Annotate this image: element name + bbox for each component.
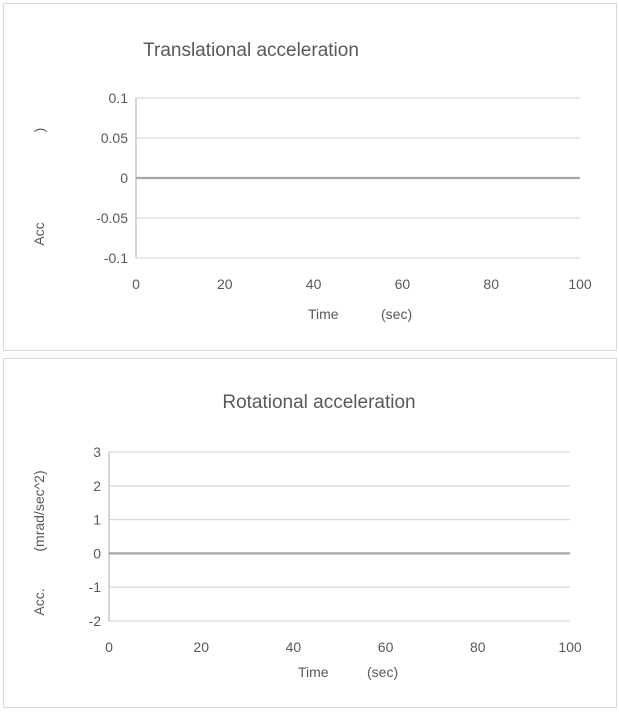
y-tick-label: 3	[93, 444, 101, 460]
y-tick-label: -1	[89, 579, 102, 595]
x-tick-label: 80	[470, 639, 486, 655]
x-tick-label: 60	[395, 276, 411, 292]
x-tick-label: 40	[286, 639, 302, 655]
y-tick-label: 0	[93, 545, 101, 561]
y-tick-label: -0.05	[96, 210, 128, 226]
y-tick-label: -2	[89, 613, 102, 629]
y-tick-labels: 0.1 0.05 0 -0.05 -0.1	[96, 90, 128, 266]
chart-translational-svg: Translational acceleration 0.1 0.05 0 -0.05…	[31, 40, 592, 322]
y-axis-label-unit: )	[31, 128, 47, 133]
chart-translational-acceleration: Translational acceleration 0.1 0.05 0 -0.05…	[3, 3, 617, 351]
x-tick-label: 20	[217, 276, 233, 292]
y-tick-label: 0.05	[101, 130, 128, 146]
chart-title: Translational acceleration	[143, 40, 359, 61]
y-tick-label: 2	[93, 478, 101, 494]
gridlines	[108, 451, 570, 622]
x-tick-label: 80	[483, 276, 499, 292]
x-axis-label-time: Time	[298, 664, 329, 680]
y-axis-label-acc: Acc	[31, 222, 47, 245]
y-tick-labels: 3 2 1 0 -1 -2	[89, 444, 102, 629]
x-tick-label: 40	[306, 276, 322, 292]
x-tick-label: 0	[132, 276, 140, 292]
y-axis-label-acc: Acc.	[31, 588, 47, 615]
chart-rotational-acceleration: Rotational acceleration 3 2 1 0 -1 -2 0 20 40 60…	[3, 358, 617, 708]
y-tick-label: -0.1	[104, 250, 128, 266]
x-tick-label: 100	[558, 639, 582, 655]
y-tick-label: 0.1	[109, 90, 129, 106]
x-tick-label: 20	[193, 639, 209, 655]
x-axis-label-unit: (sec)	[367, 664, 398, 680]
x-tick-label: 100	[568, 276, 592, 292]
x-tick-label: 60	[378, 639, 394, 655]
x-tick-label: 0	[105, 639, 113, 655]
x-axis-label-unit: (sec)	[381, 306, 412, 322]
y-tick-label: 1	[93, 512, 101, 528]
y-tick-label: 0	[120, 170, 128, 186]
x-tick-labels: 0 20 40 60 80 100	[105, 639, 582, 655]
y-axis-label-unit: (mrad/sec^2)	[31, 470, 47, 551]
chart-rotational-svg: Rotational acceleration 3 2 1 0 -1 -2 0 20 40 60…	[31, 392, 582, 680]
chart-title: Rotational acceleration	[222, 392, 415, 413]
x-axis-label-time: Time	[308, 306, 339, 322]
x-tick-labels: 0 20 40 60 80 100	[132, 276, 592, 292]
